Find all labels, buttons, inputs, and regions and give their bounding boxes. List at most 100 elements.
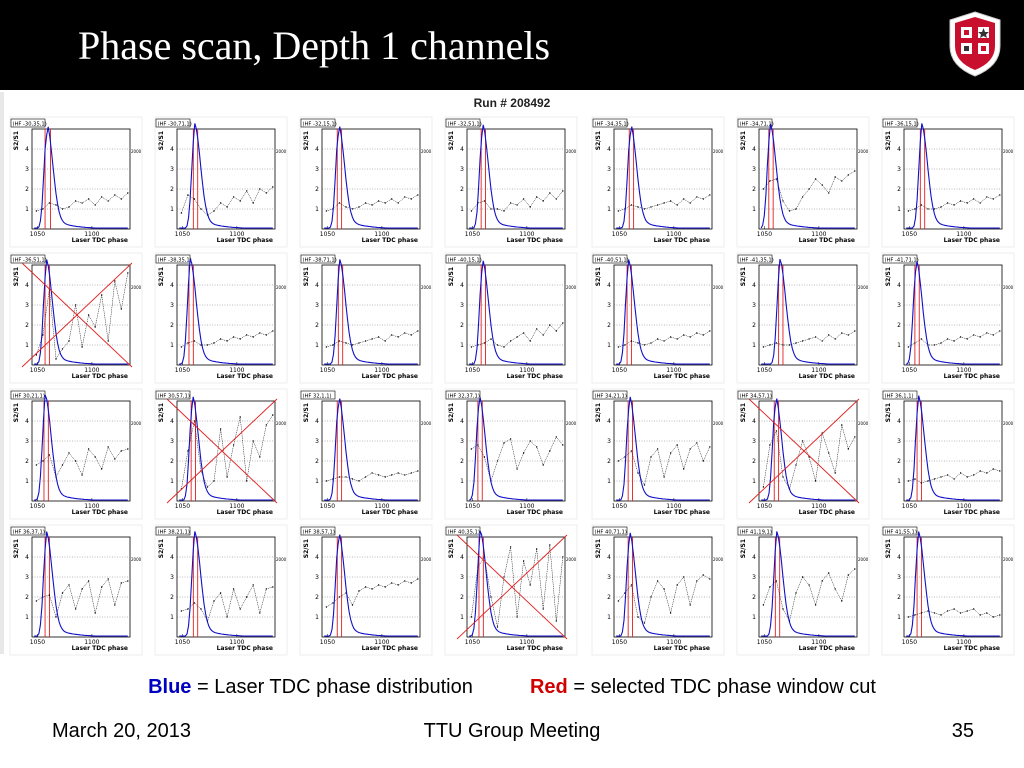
y-axis-label: S2/S1	[158, 267, 165, 286]
y-axis-label: S2/S1	[885, 403, 892, 422]
y-axis-label: S2/S1	[740, 131, 747, 150]
reject-cross-line	[748, 398, 860, 504]
y-tick-label: 4	[460, 146, 464, 153]
x-tick-label: 1050	[320, 367, 335, 374]
right-axis-label: 2000	[858, 557, 869, 562]
y-tick-label: 2	[315, 186, 319, 193]
panel-frame	[613, 264, 713, 366]
run-label: Run # 208492	[473, 96, 551, 110]
panel-frame	[321, 536, 421, 638]
panel-frame	[176, 264, 276, 366]
x-tick-label: 1100	[956, 503, 971, 510]
x-tick-label: 1050	[902, 639, 917, 646]
panel-label: (HF 41,19,1)	[740, 530, 772, 536]
x-axis-label: Laser TDC phase	[799, 373, 855, 380]
y-tick-label: 3	[460, 302, 464, 309]
x-tick-label: 1100	[374, 503, 389, 510]
y-tick-label: 1	[170, 342, 174, 349]
right-axis-label: 2000	[566, 285, 577, 290]
panel-frame	[613, 128, 713, 230]
ratio-line	[763, 568, 855, 622]
x-tick-label: 1050	[30, 503, 45, 510]
x-axis-label: Laser TDC phase	[72, 237, 128, 244]
tdc-distribution-line	[469, 397, 563, 501]
x-tick-label: 1100	[666, 231, 681, 238]
right-axis-label: 2000	[421, 149, 432, 154]
ratio-point	[81, 346, 83, 348]
x-tick-label: 1100	[374, 639, 389, 646]
ratio-line	[181, 414, 274, 490]
y-tick-label: 1	[607, 206, 611, 213]
x-axis-label: Laser TDC phase	[217, 509, 273, 516]
legend-red-word: Red	[529, 676, 568, 698]
panel-label: (HF 40,71,1)	[595, 530, 627, 536]
footer-page-number: 35	[951, 720, 974, 742]
ratio-line	[908, 608, 1000, 618]
x-tick-label: 1100	[519, 231, 534, 238]
legend: Blue = Laser TDC phase distribution Red …	[0, 676, 1024, 699]
panel-label-box	[155, 526, 191, 536]
right-axis-label: 2000	[566, 421, 577, 426]
x-axis-label: Laser TDC phase	[72, 373, 128, 380]
legend-red-text: = selected TDC phase window cut	[573, 676, 876, 698]
panel-frame	[321, 400, 421, 502]
panel-label: (HF 40,35,1)	[448, 530, 480, 536]
x-tick-label: 1050	[320, 503, 335, 510]
right-axis-label: 2000	[421, 421, 432, 426]
y-axis-label: S2/S1	[448, 131, 455, 150]
panel-label-box	[737, 526, 773, 536]
tdc-distribution-line	[616, 396, 710, 501]
panel-label: (HF -36,15,1)	[885, 122, 919, 128]
y-tick-label: 4	[607, 146, 611, 153]
panel-label-box	[300, 526, 336, 536]
panel-label-box	[300, 118, 336, 128]
y-tick-label: 4	[752, 282, 756, 289]
panel-label: (HF -34,71,1)	[740, 122, 774, 128]
y-tick-label: 4	[315, 146, 319, 153]
y-tick-label: 1	[460, 342, 464, 349]
y-tick-label: 2	[315, 458, 319, 465]
panel-label-box	[592, 118, 628, 128]
x-axis-label: Laser TDC phase	[944, 237, 1000, 244]
footer-date: March 20, 2013	[52, 720, 191, 742]
y-tick-label: 1	[752, 206, 756, 213]
x-tick-label: 1050	[612, 639, 627, 646]
y-tick-label: 2	[315, 594, 319, 601]
x-axis-label: Laser TDC phase	[362, 645, 418, 652]
ratio-line	[471, 436, 563, 482]
y-tick-label: 3	[315, 302, 319, 309]
y-axis-label: S2/S1	[595, 403, 602, 422]
ratio-line	[36, 446, 128, 478]
panel-label: (HF -30,35,1)	[13, 122, 47, 128]
ratio-point	[272, 586, 274, 588]
panel-frame	[31, 400, 131, 502]
x-axis-label: Laser TDC phase	[944, 373, 1000, 380]
right-axis-label: 2000	[131, 557, 142, 562]
y-axis-label: S2/S1	[448, 267, 455, 286]
y-tick-label: 2	[752, 186, 756, 193]
panel-label: (HF 30,21,1)	[13, 394, 45, 400]
y-tick-label: 4	[25, 146, 29, 153]
y-tick-label: 3	[170, 166, 174, 173]
y-tick-label: 3	[170, 574, 174, 581]
y-tick-label: 4	[170, 282, 174, 289]
y-tick-label: 1	[170, 206, 174, 213]
y-tick-label: 1	[460, 478, 464, 485]
x-tick-label: 1050	[757, 231, 772, 238]
x-axis-label: Laser TDC phase	[507, 645, 563, 652]
panel-label-box	[445, 254, 481, 264]
y-tick-label: 3	[607, 438, 611, 445]
y-tick-label: 4	[170, 418, 174, 425]
x-tick-label: 1050	[30, 231, 45, 238]
ratio-line	[908, 330, 1000, 348]
tdc-distribution-line	[616, 259, 710, 365]
right-axis-label: 2000	[566, 557, 577, 562]
panel-frame	[613, 400, 713, 502]
panel-label: (HF 38,57,1)	[303, 530, 335, 536]
panel-frame	[466, 128, 566, 230]
panel-label: (HF 36,1,1)	[885, 394, 914, 400]
panel-frame	[31, 536, 131, 638]
panel-label-box	[10, 526, 46, 536]
